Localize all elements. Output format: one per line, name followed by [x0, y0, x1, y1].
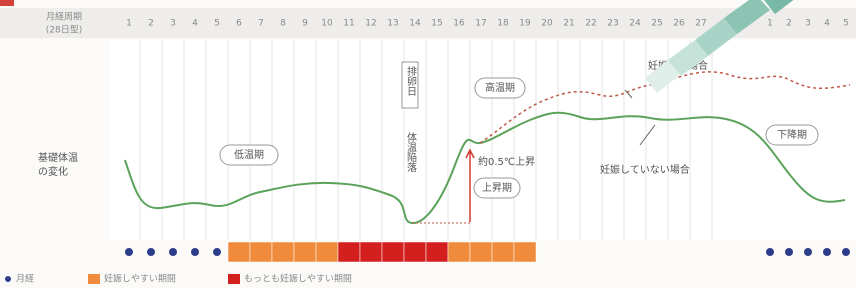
menses-dot [804, 248, 812, 256]
legend-swatch [88, 274, 100, 284]
day-label: 18 [497, 19, 509, 29]
cycle-type: (28日型) [46, 25, 82, 36]
menses-dot [125, 248, 133, 256]
day-label: 11 [343, 19, 354, 29]
day-label: 19 [519, 19, 531, 29]
day-label: 9 [302, 19, 308, 29]
rising-phase: 上昇期 [482, 182, 512, 194]
temp-drop: 体温陥落 [405, 132, 417, 173]
day-label: 22 [585, 19, 596, 29]
fertile-cell [514, 242, 536, 262]
menses-dot [842, 248, 850, 256]
y-label: 基礎体温 [38, 151, 78, 164]
plot-area [110, 40, 856, 240]
day-label: 4 [824, 19, 830, 29]
high-phase: 高温期 [485, 81, 515, 94]
day-label: 21 [563, 19, 574, 29]
day-label: 10 [321, 19, 333, 29]
fertile-cell [316, 242, 338, 262]
cycle-label: 月経周期 [46, 11, 82, 23]
menses-dot [169, 248, 177, 256]
legend-label: 妊娠しやすい期間 [104, 273, 176, 285]
day-label: 3 [805, 19, 811, 29]
not-pregnant: 妊娠していない場合 [600, 163, 690, 176]
day-label: 4 [192, 19, 198, 29]
peak-fertile-cell [382, 242, 404, 262]
day-label: 17 [475, 19, 486, 29]
day-label: 25 [651, 19, 662, 29]
day-label: 26 [673, 19, 685, 29]
ovulation-day: 排卵日 [405, 65, 417, 96]
day-label: 20 [541, 19, 553, 29]
rise-label: 約0.5℃上昇 [478, 155, 535, 168]
legend-label: もっとも妊娠しやすい期間 [244, 273, 352, 285]
day-label: 8 [280, 19, 286, 29]
day-label: 3 [170, 19, 176, 29]
menses-dot [823, 248, 831, 256]
peak-fertile-cell [426, 242, 448, 262]
day-label: 27 [695, 19, 706, 29]
day-label: 14 [409, 19, 421, 29]
day-label: 1 [126, 19, 132, 29]
menses-dot [191, 248, 199, 256]
fertile-cell [448, 242, 470, 262]
day-label: 2 [786, 19, 792, 29]
legend-swatch [228, 274, 240, 284]
day-label: 23 [607, 19, 618, 29]
legend-dot [5, 276, 11, 282]
day-label: 15 [431, 19, 442, 29]
day-label: 16 [453, 19, 465, 29]
day-label: 13 [387, 19, 398, 29]
day-label: 5 [843, 19, 849, 29]
low-phase: 低温期 [234, 148, 264, 161]
fertile-cell [294, 242, 316, 262]
day-label: 1 [767, 19, 773, 29]
menses-dot [147, 248, 155, 256]
peak-fertile-cell [404, 242, 426, 262]
day-label: 5 [214, 19, 220, 29]
peak-fertile-cell [360, 242, 382, 262]
peak-fertile-cell [338, 242, 360, 262]
menses-dot [766, 248, 774, 256]
falling-phase: 下降期 [777, 128, 807, 141]
day-label: 12 [365, 19, 376, 29]
fertile-cell [250, 242, 272, 262]
day-label: 6 [236, 19, 242, 29]
day-label: 2 [148, 19, 154, 29]
day-label: 7 [258, 19, 264, 29]
day-label: 24 [629, 19, 641, 29]
fertile-cell [470, 242, 492, 262]
bbt-chart: 月経周期 (28日型) 基礎体温 の変化 低温期 排卵日 体温陥落 高温期 約0… [0, 0, 856, 288]
menses-dot [213, 248, 221, 256]
fertile-cell [492, 242, 514, 262]
fertile-cell [228, 242, 250, 262]
menses-dot [785, 248, 793, 256]
corner-icon [0, 0, 14, 6]
legend-label: 月経 [16, 273, 34, 285]
fertile-cell [272, 242, 294, 262]
y-label: の変化 [38, 165, 68, 178]
